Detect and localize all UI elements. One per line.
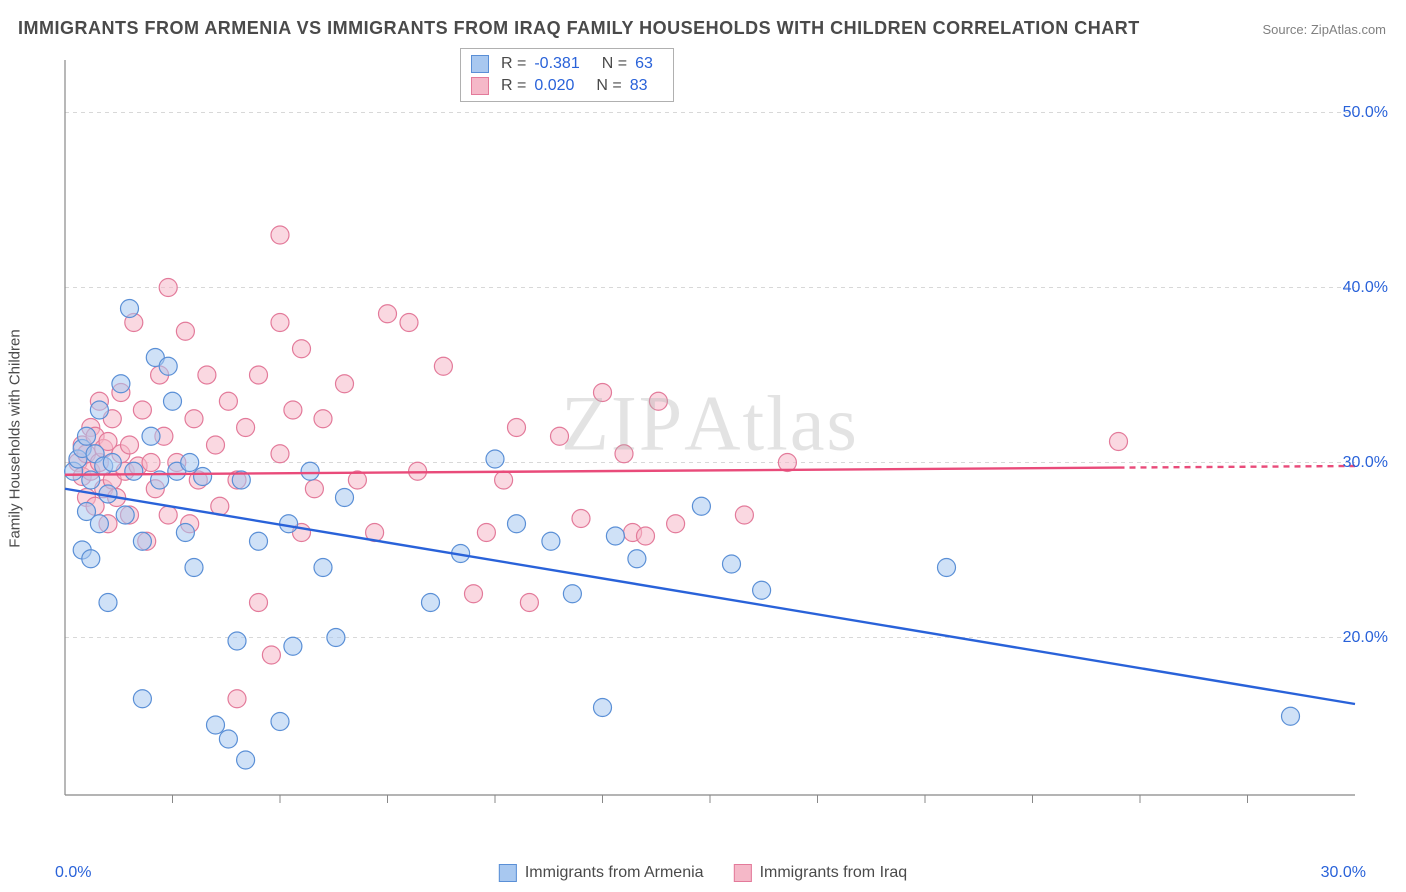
legend-swatch-armenia: [499, 864, 517, 882]
r-value-armenia: -0.381: [534, 55, 579, 73]
r-value-iraq: 0.020: [534, 77, 574, 95]
y-axis-label: Family Households with Children: [7, 329, 24, 547]
chart-area: ZIPAtlas: [55, 50, 1365, 805]
n-label: N =: [596, 77, 621, 95]
swatch-iraq: [471, 77, 489, 95]
correlation-stats-box: R = -0.381 N = 63 R = 0.020 N = 83: [460, 48, 674, 102]
scatter-plot: [55, 50, 1365, 805]
r-label: R =: [501, 55, 526, 73]
n-label: N =: [602, 55, 627, 73]
swatch-armenia: [471, 55, 489, 73]
legend-label-armenia: Immigrants from Armenia: [525, 864, 704, 882]
stats-row-armenia: R = -0.381 N = 63: [471, 53, 663, 75]
legend-swatch-iraq: [734, 864, 752, 882]
n-value-armenia: 63: [635, 55, 653, 73]
x-axis-origin-label: 0.0%: [55, 864, 91, 882]
y-tick-label: 40.0%: [1343, 279, 1388, 297]
y-tick-label: 20.0%: [1343, 629, 1388, 647]
r-label: R =: [501, 77, 526, 95]
legend-item-armenia: Immigrants from Armenia: [499, 864, 704, 882]
y-tick-label: 30.0%: [1343, 454, 1388, 472]
x-axis-end-label: 30.0%: [1321, 864, 1366, 882]
y-tick-label: 50.0%: [1343, 104, 1388, 122]
chart-title: IMMIGRANTS FROM ARMENIA VS IMMIGRANTS FR…: [18, 18, 1140, 39]
source-attribution: Source: ZipAtlas.com: [1262, 22, 1386, 37]
n-value-iraq: 83: [630, 77, 648, 95]
legend: Immigrants from Armenia Immigrants from …: [499, 864, 907, 882]
stats-row-iraq: R = 0.020 N = 83: [471, 75, 663, 97]
legend-label-iraq: Immigrants from Iraq: [760, 864, 908, 882]
legend-item-iraq: Immigrants from Iraq: [734, 864, 908, 882]
